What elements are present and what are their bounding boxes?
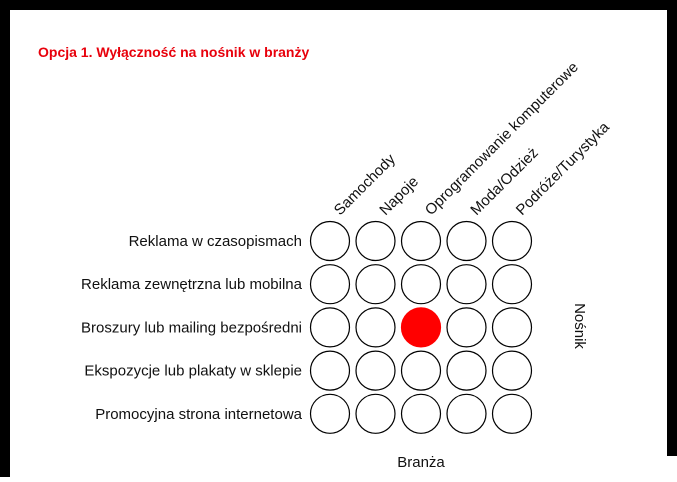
cell	[400, 350, 442, 391]
cell-selected	[400, 307, 442, 348]
row-axis-label: Nośnik	[571, 303, 588, 349]
row-label: Ekspozycje lub plakaty w sklepie	[84, 363, 302, 380]
frame-left	[0, 0, 10, 477]
row-label: Broszury lub mailing bezpośredni	[81, 319, 302, 336]
cell	[355, 307, 396, 348]
cell	[446, 264, 487, 305]
cell	[491, 264, 533, 305]
cell	[446, 307, 487, 348]
cell	[400, 264, 442, 305]
cell	[446, 220, 487, 262]
cell	[309, 393, 351, 434]
cell	[400, 393, 442, 434]
column-axis-label: Branża	[397, 454, 445, 471]
row-label: Reklama w czasopismach	[129, 233, 302, 250]
row-label: Reklama zewnętrzna lub mobilna	[81, 276, 303, 293]
cell	[355, 393, 396, 434]
cell	[355, 264, 396, 305]
cell	[491, 307, 533, 348]
title: Opcja 1. Wyłączność na nośnik w branży	[38, 44, 309, 60]
frame-top	[0, 0, 677, 10]
cell	[309, 350, 351, 391]
row-label: Promocyjna strona internetowa	[95, 406, 302, 423]
cell	[446, 350, 487, 391]
cell	[491, 393, 533, 434]
cell	[355, 220, 396, 262]
cell	[355, 350, 396, 391]
cell	[491, 350, 533, 391]
cell	[491, 220, 533, 262]
cell	[309, 220, 351, 262]
cell	[446, 393, 487, 434]
grid	[309, 220, 533, 434]
cell	[400, 220, 442, 262]
cell	[309, 307, 351, 348]
cell	[309, 264, 351, 305]
frame-right	[667, 0, 677, 456]
